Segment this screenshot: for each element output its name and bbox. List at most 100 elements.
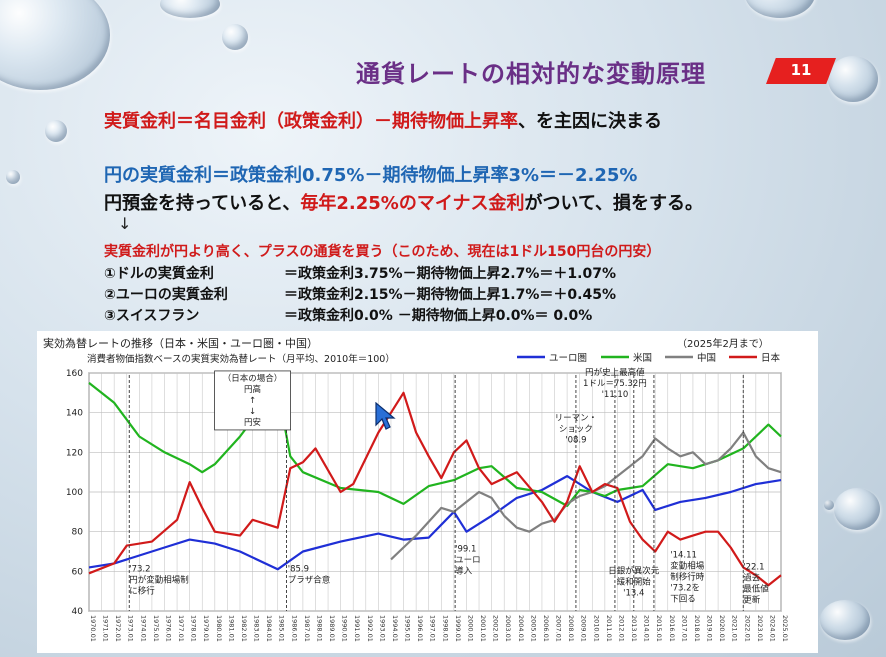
y-tick-label: 140 — [66, 409, 83, 419]
row-value: ＝政策金利0.0% －期待物価上昇0.0%＝ 0.0% — [284, 308, 593, 324]
legend-label: 日本 — [761, 352, 781, 364]
annotation-text: 円高 — [244, 384, 261, 395]
annotation-text: 下回る — [670, 594, 696, 604]
x-tick-label: 1999.01 — [454, 615, 462, 642]
annotation-text: '11.10 — [602, 390, 629, 400]
annotation-text: '22.1 — [743, 562, 764, 572]
x-tick-label: 2022.01 — [743, 615, 751, 642]
series-line — [88, 382, 782, 507]
x-tick-label: 2001.01 — [479, 615, 487, 642]
down-arrow-icon: ↓ — [118, 214, 132, 233]
loss-text-a: 円預金を持っていると、 — [104, 193, 301, 214]
loss-text-emphasis: 毎年2.25%のマイナス金利 — [300, 193, 525, 214]
water-drop-decoration — [0, 0, 110, 90]
series-line — [390, 431, 782, 561]
annotation-text: 最低値 — [743, 583, 769, 594]
y-tick-label: 60 — [72, 567, 84, 577]
x-tick-label: 1978.01 — [190, 615, 198, 642]
x-tick-label: 2002.01 — [492, 615, 500, 642]
y-tick-label: 160 — [66, 369, 83, 379]
row-value: ＝政策金利3.75%－期待物価上昇2.7%＝＋1.07% — [284, 266, 616, 282]
annotation-text: '08.9 — [565, 436, 586, 446]
x-tick-label: 1988.01 — [315, 615, 323, 642]
annotation-text: '99.1 — [455, 545, 476, 555]
page-number: 11 — [790, 61, 812, 79]
water-drop-decoration — [820, 600, 870, 640]
x-tick-label: 2021.01 — [731, 615, 739, 642]
annotation-text: プラザ合意 — [288, 574, 331, 585]
legend-label: 米国 — [633, 352, 652, 364]
annotation-text: ↓ — [249, 407, 256, 417]
annotation-text: ショック — [559, 425, 593, 435]
chart-subheading: 消費者物価指数ベースの実質実効為替レート（月平均、2010年＝100） — [87, 354, 395, 365]
row-label: ②ユーロの実質金利 — [104, 287, 228, 303]
legend-label: 中国 — [697, 352, 716, 364]
x-tick-label: 1998.01 — [441, 615, 449, 642]
x-tick-label: 2006.01 — [542, 615, 550, 642]
annotation-text: 制移行時 — [670, 571, 705, 582]
x-tick-label: 1974.01 — [139, 615, 147, 642]
x-tick-label: 1970.01 — [89, 615, 97, 642]
annotation-text: '14.11 — [670, 550, 697, 560]
x-tick-label: 2010.01 — [592, 615, 600, 642]
x-tick-label: 1976.01 — [164, 615, 172, 642]
x-tick-label: 1986.01 — [290, 615, 298, 642]
x-tick-label: 1997.01 — [429, 615, 437, 642]
x-tick-label: 2023.01 — [756, 615, 764, 642]
yen-deposit-loss: 円預金を持っていると、毎年2.25%のマイナス金利がついて、損をする。 — [104, 189, 703, 215]
definition-rest: 、を主因に決まる — [518, 111, 662, 132]
water-drop-decoration — [222, 24, 248, 50]
annotation-text: 導入 — [455, 566, 473, 577]
annotation-text: ユーロ — [455, 556, 481, 566]
x-tick-label: 1975.01 — [152, 615, 160, 642]
water-drop-decoration — [160, 0, 220, 18]
x-tick-label: 2003.01 — [504, 615, 512, 642]
annotation-text: 日銀が異次元 — [608, 565, 660, 576]
x-tick-label: 1982.01 — [240, 615, 248, 642]
water-drop-decoration — [828, 56, 878, 102]
x-tick-label: 1980.01 — [215, 615, 223, 642]
x-tick-label: 1981.01 — [227, 615, 235, 642]
buy-currency-note: 実質金利が円より高く、プラスの通貨を買う（このため、現在は1ドル150円台の円安… — [104, 244, 661, 260]
y-tick-label: 40 — [72, 607, 84, 617]
annotation-text: ↑ — [249, 396, 256, 406]
x-tick-label: 1973.01 — [127, 615, 135, 642]
x-tick-label: 1972.01 — [114, 615, 122, 642]
x-tick-label: 2016.01 — [668, 615, 676, 642]
x-tick-label: 1996.01 — [416, 615, 424, 642]
annotation-text: 1ドル＝75.32円 — [583, 379, 647, 389]
annotation-text: 円が変動相場制 — [129, 574, 189, 585]
x-tick-label: 1987.01 — [303, 615, 311, 642]
x-tick-label: 2024.01 — [768, 615, 776, 642]
water-drop-decoration — [6, 170, 20, 184]
chart-heading: 実効為替レートの推移（日本・米国・ユーロ圏・中国） — [43, 337, 318, 350]
legend-label: ユーロ圏 — [549, 353, 587, 364]
page-number-badge: 11 — [766, 58, 836, 84]
annotation-text: 緩和開始 — [617, 576, 652, 587]
y-tick-label: 120 — [66, 448, 83, 458]
annotation-text: 更新 — [743, 594, 761, 605]
x-tick-label: 2007.01 — [555, 615, 563, 642]
x-tick-label: 2005.01 — [529, 615, 537, 642]
annotation-text: '85.9 — [288, 564, 309, 574]
x-tick-label: 2000.01 — [466, 615, 474, 642]
x-tick-label: 2018.01 — [693, 615, 701, 642]
x-tick-label: 1990.01 — [341, 615, 349, 642]
x-tick-label: 2013.01 — [630, 615, 638, 642]
annotation-text: 過去 — [743, 572, 761, 583]
x-tick-label: 2009.01 — [580, 615, 588, 642]
series-line — [88, 391, 782, 587]
x-tick-label: 2019.01 — [706, 615, 714, 642]
x-tick-label: 2011.01 — [605, 615, 613, 642]
annotation-text: '13.4 — [623, 588, 644, 598]
x-tick-label: 2014.01 — [643, 615, 651, 642]
annotation-text: に移行 — [129, 585, 155, 596]
yen-real-interest: 円の実質金利＝政策金利0.75%－期待物価上昇率3%＝－2.25% — [104, 165, 638, 186]
x-tick-label: 2008.01 — [567, 615, 575, 642]
real-interest-definition: 実質金利＝名目金利（政策金利）－期待物価上昇率、を主因に決まる — [104, 107, 662, 133]
mouse-cursor-icon — [375, 402, 396, 430]
x-tick-label: 2025.01 — [781, 615, 789, 642]
y-tick-label: 80 — [72, 528, 84, 538]
x-tick-label: 1991.01 — [353, 615, 361, 642]
x-tick-label: 1985.01 — [278, 615, 286, 642]
